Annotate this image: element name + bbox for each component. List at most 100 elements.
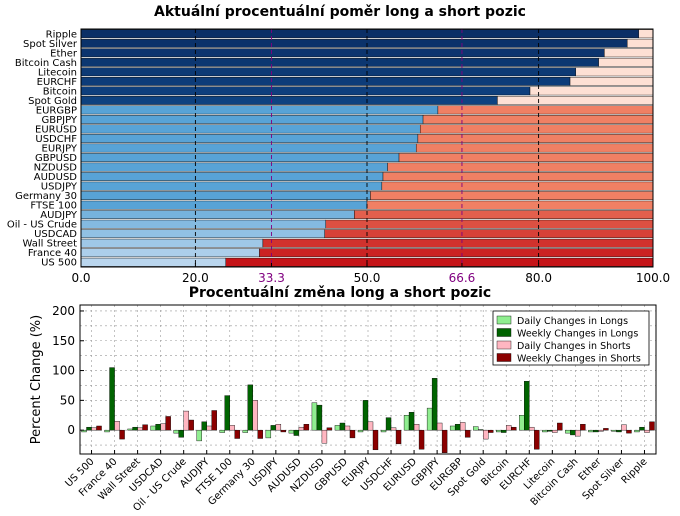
category-label: USDJPY bbox=[41, 182, 78, 193]
change-bar bbox=[362, 400, 369, 431]
change-bar bbox=[321, 429, 328, 444]
category-label: GBPUSD bbox=[35, 153, 77, 164]
bar-short bbox=[381, 181, 654, 191]
change-bar bbox=[326, 427, 333, 431]
change-bar bbox=[483, 429, 489, 440]
category-label: EURGBP bbox=[36, 105, 77, 116]
bar-long bbox=[80, 124, 421, 134]
category-label: EURJPY bbox=[42, 144, 78, 155]
bar-long bbox=[80, 210, 355, 219]
bar-short bbox=[370, 191, 654, 200]
category-label: Ripple bbox=[46, 29, 77, 40]
category-label: USDCAD bbox=[34, 229, 77, 240]
change-bar bbox=[114, 421, 120, 431]
bar-short bbox=[598, 57, 654, 67]
change-bar bbox=[275, 424, 282, 431]
change-bar bbox=[408, 412, 415, 431]
category-label: US 500 bbox=[41, 258, 77, 269]
category-label: AUDUSD bbox=[34, 172, 78, 183]
change-bar bbox=[86, 426, 92, 431]
change-bar bbox=[188, 419, 194, 431]
category-label: Wall Street bbox=[23, 239, 78, 250]
x-tick-label: 20.0 bbox=[182, 271, 209, 285]
y-tick-label: 200 bbox=[52, 304, 75, 318]
change-bar bbox=[270, 425, 277, 431]
change-bar bbox=[413, 424, 420, 431]
change-bar bbox=[603, 428, 609, 431]
change-bar bbox=[91, 427, 97, 431]
change-bar bbox=[280, 429, 287, 433]
category-label: Spot Gold bbox=[28, 96, 77, 107]
change-bar bbox=[449, 425, 456, 431]
bar-short bbox=[604, 48, 654, 58]
category-label: France 40 bbox=[28, 248, 77, 259]
x-tick-label: Ripple bbox=[620, 456, 650, 486]
bar-long bbox=[80, 143, 417, 153]
x-tick-label: 80.0 bbox=[525, 271, 552, 285]
change-bar bbox=[109, 367, 115, 431]
change-bar bbox=[298, 426, 305, 431]
chart-title-change: Procentuální změna long a short pozic bbox=[188, 285, 492, 301]
change-bar bbox=[165, 416, 171, 431]
legend-label: Weekly Changes in Shorts bbox=[517, 354, 641, 365]
change-bar bbox=[127, 428, 133, 431]
change-bar bbox=[229, 425, 235, 431]
change-bar bbox=[265, 429, 272, 439]
change-bar bbox=[616, 429, 622, 433]
change-bar bbox=[219, 429, 225, 433]
change-bar bbox=[390, 427, 397, 431]
bar-long bbox=[80, 200, 368, 210]
change-bar bbox=[211, 410, 217, 431]
bar-short bbox=[638, 29, 654, 39]
change-bar bbox=[196, 429, 202, 442]
change-bar bbox=[611, 429, 617, 432]
change-bar bbox=[224, 395, 230, 431]
change-bar bbox=[501, 429, 507, 433]
change-bar bbox=[436, 422, 443, 431]
change-bar bbox=[565, 429, 571, 434]
bar-long bbox=[80, 115, 424, 124]
category-label: GBPJPY bbox=[41, 115, 77, 126]
bar-long bbox=[80, 38, 628, 48]
bar-short bbox=[415, 143, 654, 153]
change-bar bbox=[473, 426, 479, 431]
category-label: EURUSD bbox=[35, 124, 77, 135]
legend-label: Daily Changes in Longs bbox=[517, 316, 628, 327]
change-bar bbox=[634, 429, 640, 433]
change-bar bbox=[488, 429, 494, 433]
bar-short bbox=[387, 162, 654, 172]
bar-long bbox=[80, 162, 388, 172]
x-tick-label: 100.0 bbox=[636, 271, 670, 285]
bar-long bbox=[80, 257, 226, 267]
change-bar bbox=[570, 429, 576, 436]
change-bar bbox=[395, 429, 402, 445]
category-label: NZDUSD bbox=[34, 163, 78, 174]
change-bar bbox=[621, 424, 627, 431]
legend-label: Daily Changes in Shorts bbox=[517, 341, 631, 352]
change-bar bbox=[242, 429, 249, 433]
change-bar bbox=[160, 423, 166, 431]
bar-long bbox=[80, 229, 325, 239]
change-bar bbox=[155, 424, 161, 431]
change-bar bbox=[142, 424, 148, 431]
bar-short bbox=[417, 134, 654, 143]
change-bar bbox=[557, 422, 563, 431]
legend-swatch bbox=[496, 328, 512, 337]
change-bar bbox=[316, 404, 323, 431]
change-bar bbox=[403, 415, 410, 431]
change-bar bbox=[173, 429, 179, 434]
y-tick-label: 0 bbox=[67, 423, 75, 437]
bar-long bbox=[80, 76, 571, 86]
category-label: USDCHF bbox=[35, 134, 77, 145]
bar-long bbox=[80, 172, 384, 181]
y-axis-label: Percent Change (%) bbox=[29, 315, 44, 444]
change-bar bbox=[339, 422, 346, 431]
change-bar bbox=[598, 429, 604, 432]
bar-short bbox=[382, 172, 654, 181]
legend-swatch bbox=[496, 353, 512, 362]
bar-short bbox=[262, 238, 654, 248]
change-bar bbox=[418, 429, 425, 450]
change-bar bbox=[104, 429, 110, 433]
bar-long bbox=[80, 67, 576, 77]
change-bar bbox=[464, 429, 471, 438]
